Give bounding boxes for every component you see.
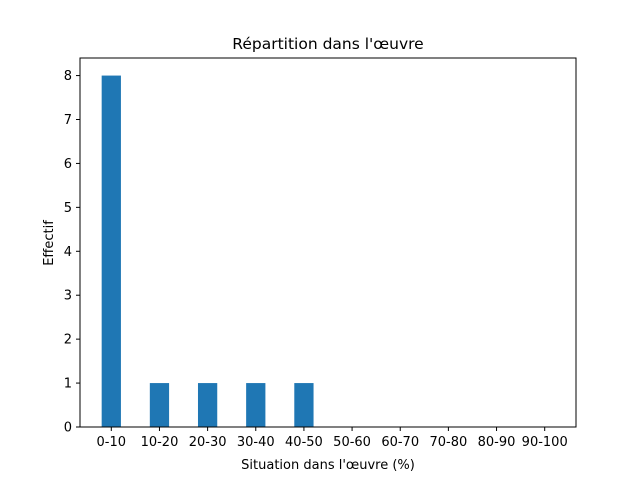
x-tick-label: 30-40 <box>237 435 275 450</box>
bar <box>294 383 314 427</box>
y-tick-label: 4 <box>64 245 72 260</box>
y-tick-label: 0 <box>64 421 72 436</box>
x-tick-label: 60-70 <box>381 435 419 450</box>
bar <box>101 75 121 428</box>
x-tick-label: 0-10 <box>97 435 127 450</box>
y-tick-label: 3 <box>64 289 72 304</box>
bar <box>149 383 170 427</box>
x-tick-label: 70-80 <box>429 435 467 450</box>
x-axis-label: Situation dans l'œuvre (%) <box>241 458 415 473</box>
x-tick-label: 80-90 <box>478 435 516 450</box>
y-axis-label: Effectif <box>42 220 57 266</box>
x-tick-label: 90-100 <box>522 435 568 450</box>
y-tick-label: 7 <box>64 113 72 128</box>
plot-frame <box>79 57 577 428</box>
x-tick-label: 50-60 <box>333 435 371 450</box>
y-tick-label: 6 <box>64 157 72 172</box>
x-tick-label: 20-30 <box>189 435 227 450</box>
x-tick-label: 40-50 <box>285 435 323 450</box>
y-tick-label: 8 <box>64 69 72 84</box>
y-tick-label: 1 <box>64 377 72 392</box>
y-tick-label: 5 <box>64 201 72 216</box>
y-tick-label: 2 <box>64 333 72 348</box>
x-tick-label: 10-20 <box>141 435 179 450</box>
chart-title: Répartition dans l'œuvre <box>232 35 423 53</box>
bar <box>246 383 266 427</box>
bar <box>197 383 218 427</box>
